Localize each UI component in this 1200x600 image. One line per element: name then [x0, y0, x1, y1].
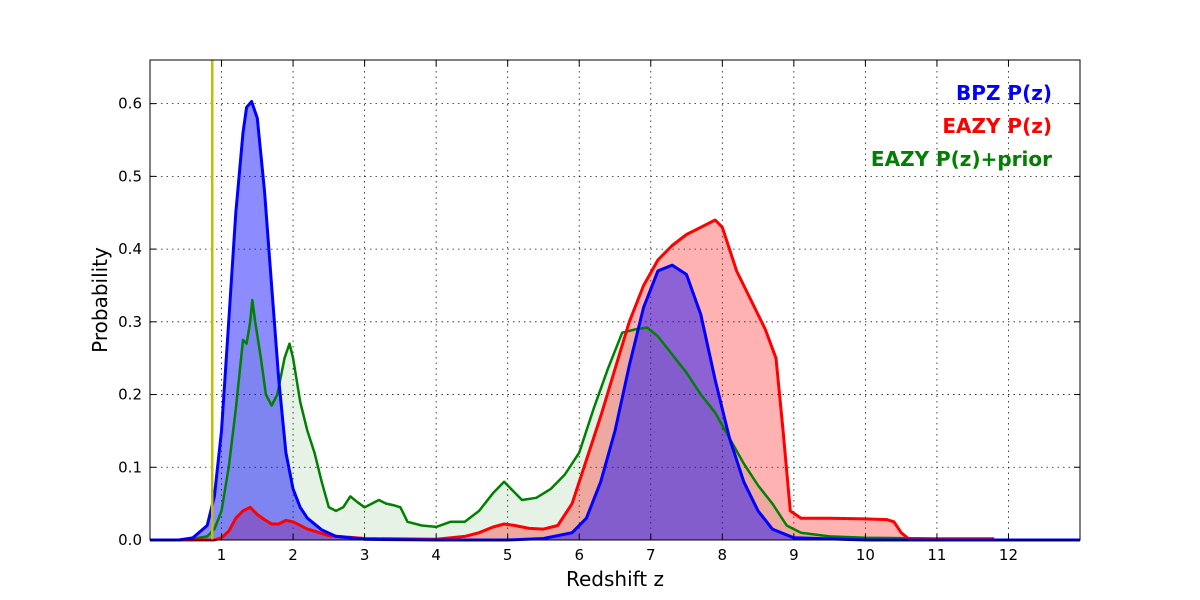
series-fill-0 — [150, 300, 995, 540]
ticks: 1 2 3 4 5 6 7 8 9 10 11 120.00.10.20.30.40.50.6 — [118, 60, 1080, 564]
x-tick-label: 6 — [574, 546, 584, 564]
y-axis-label: Probability — [88, 247, 112, 353]
x-tick-label: 8 — [718, 546, 728, 564]
x-tick-label: 9 — [789, 546, 799, 564]
series-layer — [150, 100, 1080, 542]
x-tick-label: 11 — [927, 546, 946, 564]
grid — [150, 60, 1080, 540]
x-tick-label: 12 — [999, 546, 1018, 564]
y-tick-label: 0.4 — [118, 240, 142, 258]
y-tick-label: 0.3 — [118, 313, 142, 331]
y-tick-label: 0.0 — [118, 531, 142, 549]
legend-entry: EAZY P(z)+prior — [871, 147, 1052, 171]
legend-entry: BPZ P(z) — [956, 81, 1052, 105]
series-line-0 — [150, 298, 995, 542]
series-line-1 — [150, 218, 995, 542]
y-tick-label: 0.2 — [118, 386, 142, 404]
x-tick-label: 1 — [217, 546, 227, 564]
y-tick-label: 0.6 — [118, 95, 142, 113]
series-fill-1 — [150, 220, 995, 540]
legend: BPZ P(z) EAZY P(z) EAZY P(z)+prior — [871, 81, 1052, 171]
legend-entry: EAZY P(z) — [942, 114, 1052, 138]
x-tick-label: 2 — [288, 546, 298, 564]
x-tick-label: 10 — [856, 546, 875, 564]
plot-frame — [149, 59, 1081, 541]
x-tick-label: 3 — [360, 546, 370, 564]
x-axis-label: Redshift z — [566, 567, 664, 591]
x-tick-label: 4 — [431, 546, 441, 564]
x-tick-label: 7 — [646, 546, 656, 564]
y-tick-label: 0.1 — [118, 458, 142, 476]
x-tick-label: 5 — [503, 546, 513, 564]
y-tick-label: 0.5 — [118, 167, 142, 185]
